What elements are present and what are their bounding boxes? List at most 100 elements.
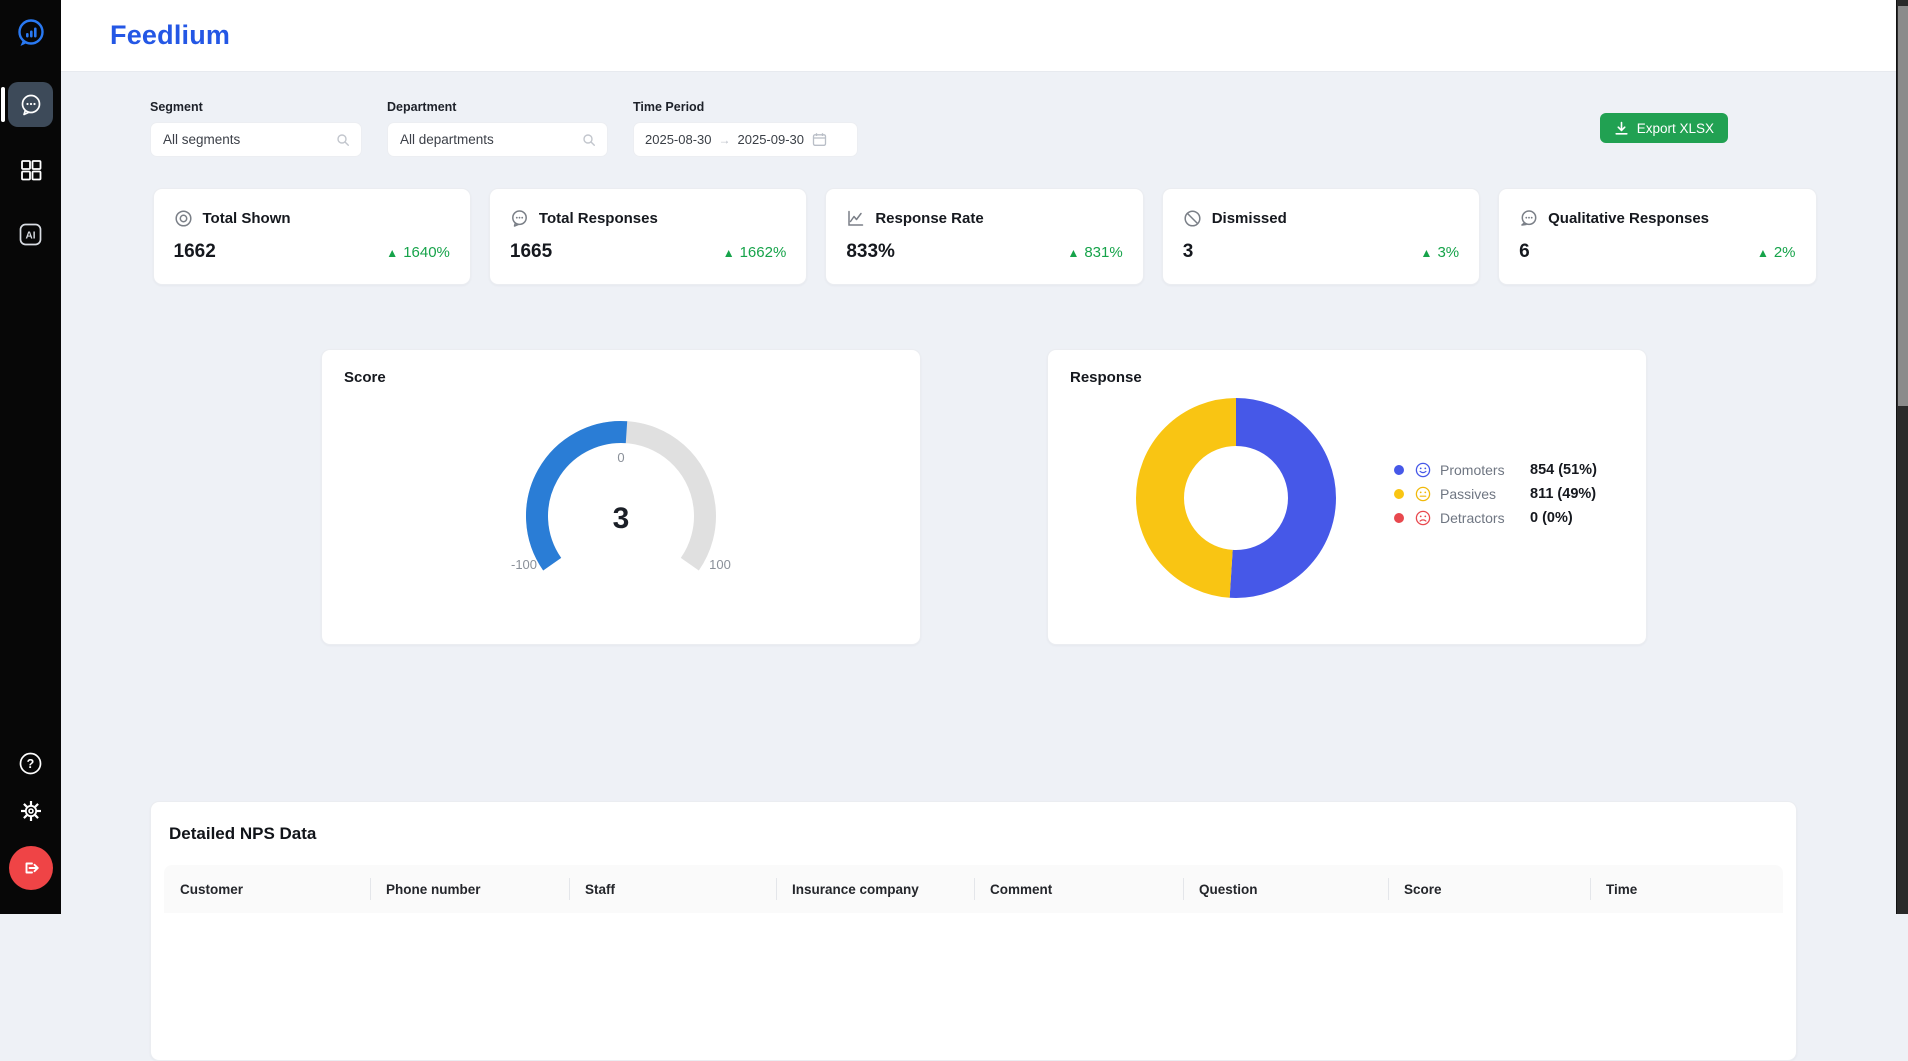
stat-delta: 2% xyxy=(1774,244,1796,261)
chat-dots-icon xyxy=(510,209,529,228)
legend-label: Detractors xyxy=(1440,510,1530,526)
export-xlsx-button[interactable]: Export XLSX xyxy=(1600,113,1728,143)
column-header-staff: Staff xyxy=(569,865,776,913)
sidebar: AI ? xyxy=(0,0,61,914)
page-title: Feedlium xyxy=(110,20,230,51)
legend-value: 854 (51%) xyxy=(1530,462,1597,478)
stat-card-total-responses: Total Responses 1665 1662% xyxy=(489,188,807,285)
stat-value: 833% xyxy=(846,241,895,263)
column-header-comment: Comment xyxy=(974,865,1183,913)
department-select-value: All departments xyxy=(400,132,494,147)
stats-row: Total Shown 1662 1640% xyxy=(153,188,1817,285)
ai-icon-label: AI xyxy=(26,231,36,242)
stat-card-total-shown: Total Shown 1662 1640% xyxy=(153,188,471,285)
charts-row: Score 0 -100 100 3 Response xyxy=(321,349,1648,645)
trend-up-icon xyxy=(723,244,735,261)
scrollbar-thumb[interactable] xyxy=(1898,6,1908,406)
stat-card-dismissed: Dismissed 3 3% xyxy=(1162,188,1480,285)
grid-icon xyxy=(19,158,43,182)
response-card: Response Promoters 854 (51 xyxy=(1047,349,1647,645)
stat-title: Total Responses xyxy=(539,210,658,227)
help-button[interactable]: ? xyxy=(18,750,44,776)
trend-up-icon xyxy=(1421,244,1433,261)
gear-icon xyxy=(18,798,44,824)
score-chart-title: Score xyxy=(344,369,898,386)
column-header-phone-number: Phone number xyxy=(370,865,569,913)
response-chart-title: Response xyxy=(1070,369,1624,386)
score-gauge: 0 -100 100 3 xyxy=(471,396,771,606)
legend-value: 0 (0%) xyxy=(1530,510,1573,526)
chat-dots-icon xyxy=(18,92,44,118)
neutral-face-icon xyxy=(1415,486,1431,502)
main-area: Feedlium Segment All segments Departme xyxy=(61,0,1908,914)
column-header-time: Time xyxy=(1590,865,1783,913)
sidebar-item-feedback[interactable] xyxy=(8,82,53,127)
nps-table-card: Detailed NPS Data Customer Phone number … xyxy=(150,801,1797,1061)
legend-dot xyxy=(1394,489,1404,499)
segment-label: Segment xyxy=(150,100,362,114)
column-header-score: Score xyxy=(1388,865,1590,913)
download-icon xyxy=(1614,121,1629,136)
stat-value: 1665 xyxy=(510,241,552,263)
chat-bubble-icon xyxy=(1519,209,1538,228)
response-donut-chart xyxy=(1136,398,1336,598)
smile-face-icon xyxy=(1415,462,1431,478)
end-date: 2025-09-30 xyxy=(738,132,805,147)
trend-up-icon xyxy=(1067,244,1079,261)
stat-value: 6 xyxy=(1519,241,1530,263)
logout-button[interactable] xyxy=(9,846,53,890)
content: Segment All segments Department All depa… xyxy=(61,72,1908,1061)
ai-icon: AI xyxy=(18,222,43,247)
target-icon xyxy=(174,209,193,228)
top-header: Feedlium xyxy=(61,0,1908,72)
search-icon xyxy=(336,133,350,147)
line-chart-icon xyxy=(846,209,865,228)
donut-legend: Promoters 854 (51%) Passives xyxy=(1394,462,1597,526)
stat-delta: 1662% xyxy=(740,244,787,261)
stat-delta: 1640% xyxy=(403,244,450,261)
date-range-picker[interactable]: 2025-08-30 2025-09-30 xyxy=(633,122,858,157)
segment-select[interactable]: All segments xyxy=(150,122,362,157)
question-icon: ? xyxy=(18,751,43,776)
column-header-insurance-company: Insurance company xyxy=(776,865,974,913)
trend-up-icon xyxy=(386,244,398,261)
filter-bar: Segment All segments Department All depa… xyxy=(150,100,1814,157)
trend-up-icon xyxy=(1757,244,1769,261)
stat-title: Qualitative Responses xyxy=(1548,210,1709,227)
department-filter: Department All departments xyxy=(387,100,608,157)
legend-label: Passives xyxy=(1440,486,1530,502)
gauge-tick-max: 100 xyxy=(709,557,731,572)
stat-card-qualitative-responses: Qualitative Responses 6 2% xyxy=(1498,188,1816,285)
column-header-customer: Customer xyxy=(164,865,370,913)
time-period-label: Time Period xyxy=(633,100,858,114)
settings-button[interactable] xyxy=(18,798,44,824)
score-card: Score 0 -100 100 3 xyxy=(321,349,921,645)
table-title: Detailed NPS Data xyxy=(169,824,1783,844)
logout-icon xyxy=(20,857,42,879)
gauge-tick-mid: 0 xyxy=(617,450,624,465)
sidebar-item-ai[interactable]: AI xyxy=(8,212,53,257)
legend-dot xyxy=(1394,465,1404,475)
department-select[interactable]: All departments xyxy=(387,122,608,157)
arrow-right-icon xyxy=(719,133,731,147)
export-xlsx-label: Export XLSX xyxy=(1637,121,1714,136)
time-period-filter: Time Period 2025-08-30 2025-09-30 xyxy=(633,100,858,157)
vertical-scrollbar xyxy=(1896,0,1908,914)
legend-item-promoters[interactable]: Promoters 854 (51%) xyxy=(1394,462,1597,478)
legend-item-detractors[interactable]: Detractors 0 (0%) xyxy=(1394,510,1597,526)
sidebar-item-dashboard[interactable] xyxy=(8,147,53,192)
stat-title: Response Rate xyxy=(875,210,983,227)
frown-face-icon xyxy=(1415,510,1431,526)
stat-value: 3 xyxy=(1183,241,1194,263)
stat-delta: 3% xyxy=(1437,244,1459,261)
stat-delta: 831% xyxy=(1084,244,1122,261)
gauge-value: 3 xyxy=(613,502,630,535)
stat-value: 1662 xyxy=(174,241,216,263)
app-logo-icon[interactable] xyxy=(11,13,51,53)
legend-dot xyxy=(1394,513,1404,523)
legend-item-passives[interactable]: Passives 811 (49%) xyxy=(1394,486,1597,502)
gauge-tick-min: -100 xyxy=(511,557,537,572)
start-date: 2025-08-30 xyxy=(645,132,712,147)
column-header-question: Question xyxy=(1183,865,1388,913)
no-entry-icon xyxy=(1183,209,1202,228)
